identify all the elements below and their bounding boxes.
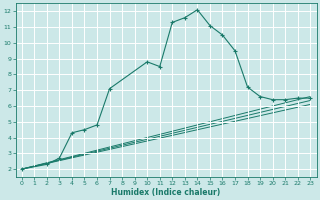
X-axis label: Humidex (Indice chaleur): Humidex (Indice chaleur) <box>111 188 221 197</box>
